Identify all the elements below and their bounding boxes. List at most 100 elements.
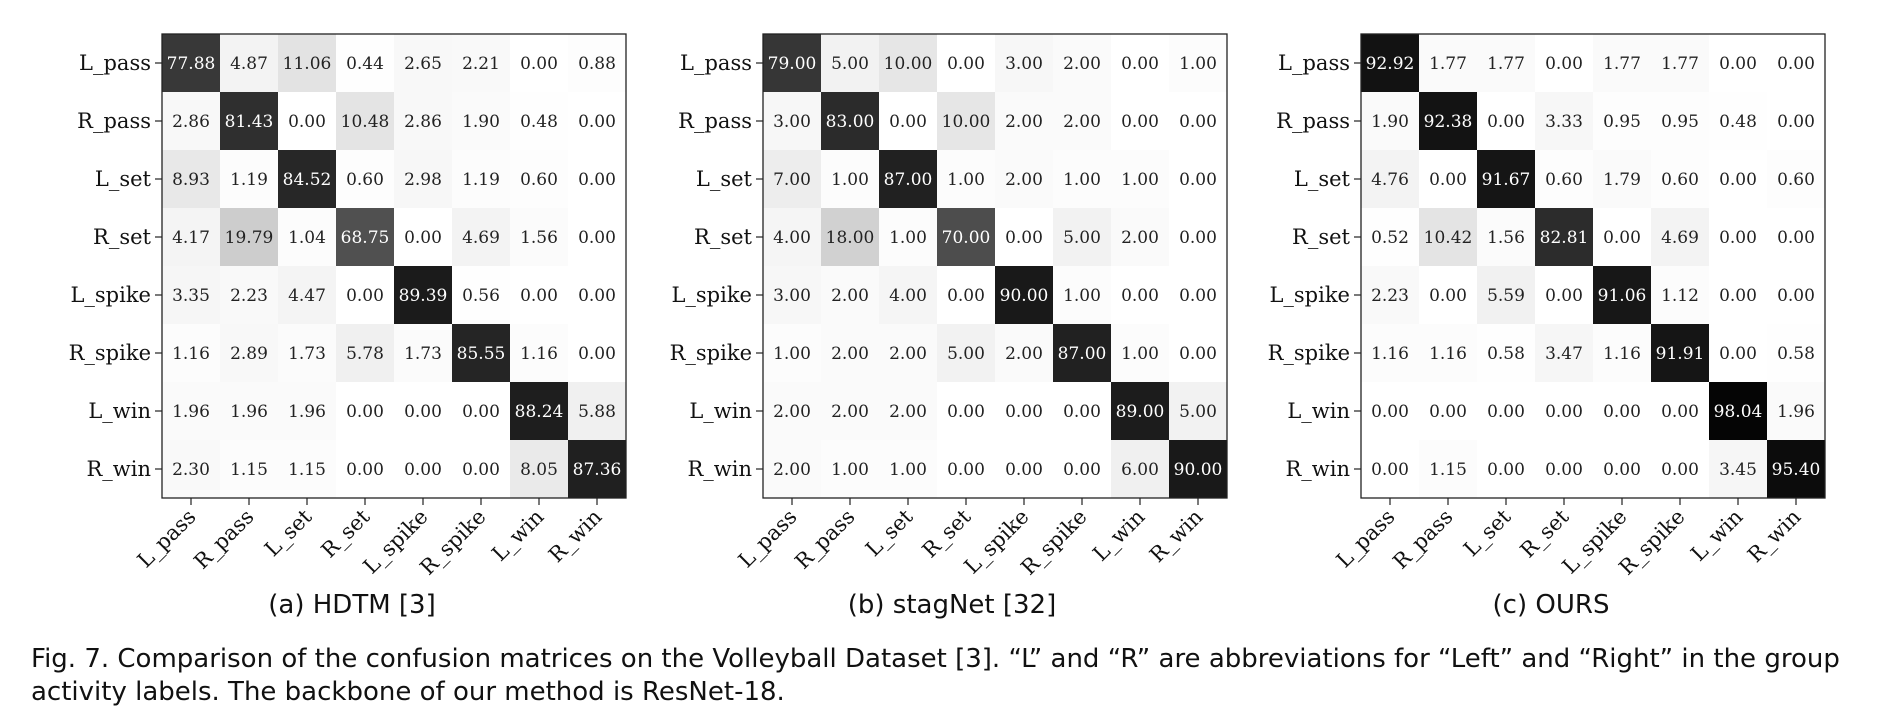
matrix-cell — [1361, 208, 1420, 267]
y-tick-label: R_spike — [69, 341, 151, 365]
cell-value-label: 0.00 — [346, 286, 384, 306]
matrix-cell — [1169, 208, 1228, 267]
cell-value-label: 0.00 — [1179, 112, 1217, 132]
matrix-cell — [1651, 34, 1710, 93]
matrix-cell — [394, 208, 453, 267]
matrix-cell — [1053, 208, 1112, 267]
cell-value-label: 0.00 — [1371, 460, 1409, 480]
x-tick-label: L_pass — [133, 505, 201, 573]
cell-value-label: 0.00 — [1545, 402, 1583, 422]
y-tick-label: L_set — [1294, 167, 1351, 191]
matrix-cell — [763, 34, 822, 93]
matrix-cell — [937, 382, 996, 441]
matrix-cell — [336, 266, 395, 325]
matrix-cell — [763, 208, 822, 267]
cell-value-label: 90.00 — [1000, 286, 1049, 306]
cell-value-label: 0.00 — [1429, 170, 1467, 190]
confusion-matrix-panel: 92.92 1.77 1.77 0.00 1.77 1.77 0.00 0.00 1.90 92.… — [1268, 33, 1826, 620]
cell-value-label: 2.00 — [1005, 112, 1043, 132]
cell-value-label: 1.79 — [1603, 170, 1641, 190]
matrix-cell — [821, 150, 880, 209]
matrix-cell — [937, 150, 996, 209]
matrix-cell — [278, 266, 337, 325]
matrix-cell — [1767, 150, 1826, 209]
matrix-cell — [336, 208, 395, 267]
cell-value-label: 88.24 — [515, 402, 564, 422]
matrix-cell — [568, 266, 627, 325]
matrix-cell — [162, 266, 221, 325]
matrix-cell — [1169, 382, 1228, 441]
cell-value-label: 0.60 — [1777, 170, 1815, 190]
matrix-cell — [1709, 266, 1768, 325]
matrix-cell — [278, 92, 337, 151]
subplot-title: (b) stagNet [32] — [848, 590, 1057, 620]
cell-value-label: 2.86 — [404, 112, 442, 132]
cell-value-label: 1.16 — [1371, 344, 1409, 364]
cell-value-label: 8.93 — [172, 170, 210, 190]
y-tick-label: L_win — [88, 399, 151, 423]
cell-value-label: 0.00 — [1121, 286, 1159, 306]
matrix-cell — [1535, 266, 1594, 325]
figure-caption: Fig. 7. Comparison of the confusion matr… — [31, 644, 1840, 707]
cell-value-label: 5.88 — [578, 402, 616, 422]
matrix-cell — [1477, 150, 1536, 209]
matrix-cell — [937, 266, 996, 325]
cell-value-label: 0.00 — [1063, 402, 1101, 422]
matrix-cell — [1111, 440, 1170, 499]
confusion-matrix-panel: 77.88 4.87 11.06 0.44 2.65 2.21 0.00 0.88 2.86 81… — [69, 33, 627, 620]
matrix-cell — [1651, 324, 1710, 383]
matrix-cell — [1709, 440, 1768, 499]
cell-value-label: 0.00 — [1777, 54, 1815, 74]
cell-value-label: 10.00 — [942, 112, 991, 132]
cell-value-label: 2.65 — [404, 54, 442, 74]
cell-value-label: 89.39 — [399, 286, 448, 306]
cell-value-label: 0.00 — [288, 112, 326, 132]
cell-value-label: 4.69 — [462, 228, 500, 248]
cell-value-label: 2.86 — [172, 112, 210, 132]
cell-value-label: 0.00 — [1429, 286, 1467, 306]
cell-value-label: 3.00 — [1005, 54, 1043, 74]
cell-value-label: 91.91 — [1656, 344, 1705, 364]
matrix-cell — [1361, 92, 1420, 151]
matrix-cell — [937, 208, 996, 267]
x-tick-label: R_win — [1743, 505, 1806, 568]
matrix-cell — [1651, 92, 1710, 151]
matrix-cell — [1593, 382, 1652, 441]
matrix-cell — [1419, 324, 1478, 383]
matrix-cell — [995, 150, 1054, 209]
cell-value-label: 1.19 — [462, 170, 500, 190]
cell-value-label: 0.00 — [1661, 402, 1699, 422]
cell-value-label: 91.06 — [1598, 286, 1647, 306]
y-tick-label: L_win — [1287, 399, 1350, 423]
matrix-cell — [1477, 34, 1536, 93]
matrix-cell — [394, 382, 453, 441]
cell-value-label: 0.60 — [1661, 170, 1699, 190]
matrix-cell — [1593, 208, 1652, 267]
cell-value-label: 2.00 — [1063, 54, 1101, 74]
cell-value-label: 0.00 — [1603, 402, 1641, 422]
cell-value-label: 0.00 — [578, 112, 616, 132]
matrix-cell — [510, 92, 569, 151]
cell-value-label: 0.00 — [1545, 54, 1583, 74]
cell-value-label: 0.00 — [1429, 402, 1467, 422]
matrix-cell — [995, 34, 1054, 93]
matrix-cell — [1111, 150, 1170, 209]
matrix-cell — [1651, 150, 1710, 209]
cell-value-label: 1.77 — [1603, 54, 1641, 74]
cell-value-label: 1.90 — [1371, 112, 1409, 132]
cell-value-label: 98.04 — [1714, 402, 1763, 422]
matrix-cell — [510, 440, 569, 499]
matrix-cell — [1767, 208, 1826, 267]
matrix-cell — [995, 382, 1054, 441]
cell-value-label: 0.00 — [346, 402, 384, 422]
cell-value-label: 0.00 — [1777, 112, 1815, 132]
matrix-cell — [1767, 440, 1826, 499]
cell-value-label: 0.00 — [1121, 112, 1159, 132]
matrix-cell — [1111, 324, 1170, 383]
matrix-cell — [1169, 266, 1228, 325]
cell-value-label: 2.00 — [773, 460, 811, 480]
cell-value-label: 1.16 — [520, 344, 558, 364]
matrix-cell — [879, 382, 938, 441]
matrix-cell — [1169, 92, 1228, 151]
matrix-cell — [879, 92, 938, 151]
